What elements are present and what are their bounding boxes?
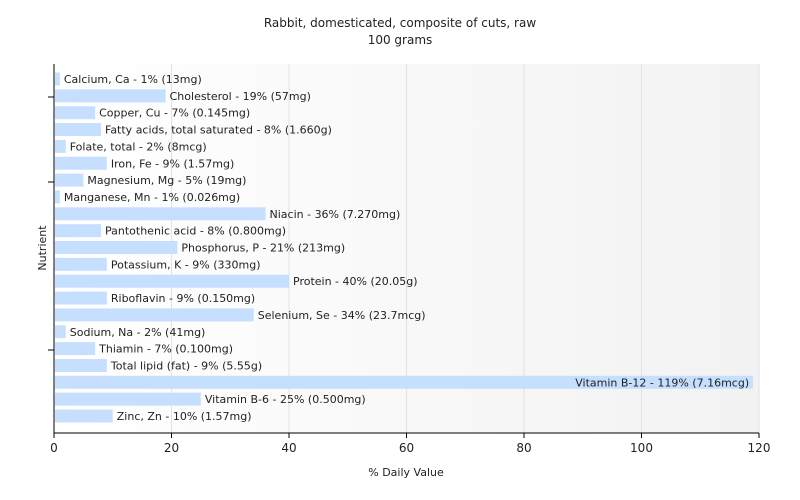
x-tick-label: 60 [399, 441, 414, 455]
bar [55, 274, 289, 288]
bar [55, 241, 178, 254]
bar-label: Total lipid (fat) - 9% (5.55g) [110, 359, 262, 372]
bar-label: Folate, total - 2% (8mcg) [70, 140, 207, 153]
grid-lines [171, 64, 760, 433]
bar [55, 173, 84, 187]
bar-label: Vitamin B-6 - 25% (0.500mg) [205, 393, 366, 406]
bar [55, 409, 113, 423]
bar [55, 123, 101, 137]
bar [55, 207, 266, 221]
bars [55, 72, 754, 423]
bar-label: Fatty acids, total saturated - 8% (1.660… [105, 124, 332, 137]
bar-label: Potassium, K - 9% (330mg) [111, 258, 261, 271]
x-tick-label: 120 [748, 441, 771, 455]
bar-label: Vitamin B-12 - 119% (7.16mcg) [575, 376, 749, 389]
bar-label: Protein - 40% (20.05g) [293, 275, 418, 288]
x-tick-label: 20 [164, 441, 179, 455]
bar-label: Copper, Cu - 7% (0.145mg) [99, 107, 250, 120]
bar-label: Iron, Fe - 9% (1.57mg) [111, 157, 234, 170]
x-tick-label: 40 [281, 441, 296, 455]
bar [55, 224, 101, 238]
bar-label: Zinc, Zn - 10% (1.57mg) [117, 410, 252, 423]
bar-label: Phosphorus, P - 21% (213mg) [181, 242, 345, 255]
x-tick-label: 100 [630, 441, 653, 455]
bar-label: Selenium, Se - 34% (23.7mcg) [258, 309, 426, 322]
bar-label: Thiamin - 7% (0.100mg) [98, 343, 233, 356]
bar-label: Magnesium, Mg - 5% (19mg) [87, 174, 246, 187]
bar-label: Riboflavin - 9% (0.150mg) [111, 292, 255, 305]
bar-label: Cholesterol - 19% (57mg) [170, 90, 311, 103]
bar [55, 257, 107, 271]
bar-label: Pantothenic acid - 8% (0.800mg) [105, 225, 286, 238]
bar-label: Manganese, Mn - 1% (0.026mg) [64, 191, 240, 204]
chart-title: Rabbit, domesticated, composite of cuts,… [264, 16, 536, 30]
bar [55, 190, 60, 204]
bar-label: Calcium, Ca - 1% (13mg) [64, 73, 202, 86]
bar [55, 358, 107, 372]
x-tick-label: 0 [50, 441, 58, 455]
bar [55, 308, 254, 322]
bar [55, 325, 66, 339]
bar [55, 89, 166, 103]
x-tick-label: 80 [516, 441, 531, 455]
bar [55, 72, 60, 86]
bar [55, 106, 96, 120]
bar [55, 375, 754, 389]
bar [55, 139, 66, 153]
y-axis-title: Nutrient [36, 225, 49, 271]
x-axis-title: % Daily Value [368, 466, 444, 479]
bar-labels: Calcium, Ca - 1% (13mg) Cholesterol - 19%… [64, 73, 749, 423]
bar [55, 291, 107, 305]
bar [55, 156, 107, 170]
bar-label: Sodium, Na - 2% (41mg) [70, 326, 206, 339]
bar [55, 342, 96, 356]
bar-label: Niacin - 36% (7.270mg) [270, 208, 401, 221]
axes [48, 64, 760, 438]
chart-subtitle: 100 grams [368, 33, 433, 47]
x-tick-labels: 0 20 40 60 80 100 120 [50, 441, 770, 455]
bar [55, 392, 201, 406]
